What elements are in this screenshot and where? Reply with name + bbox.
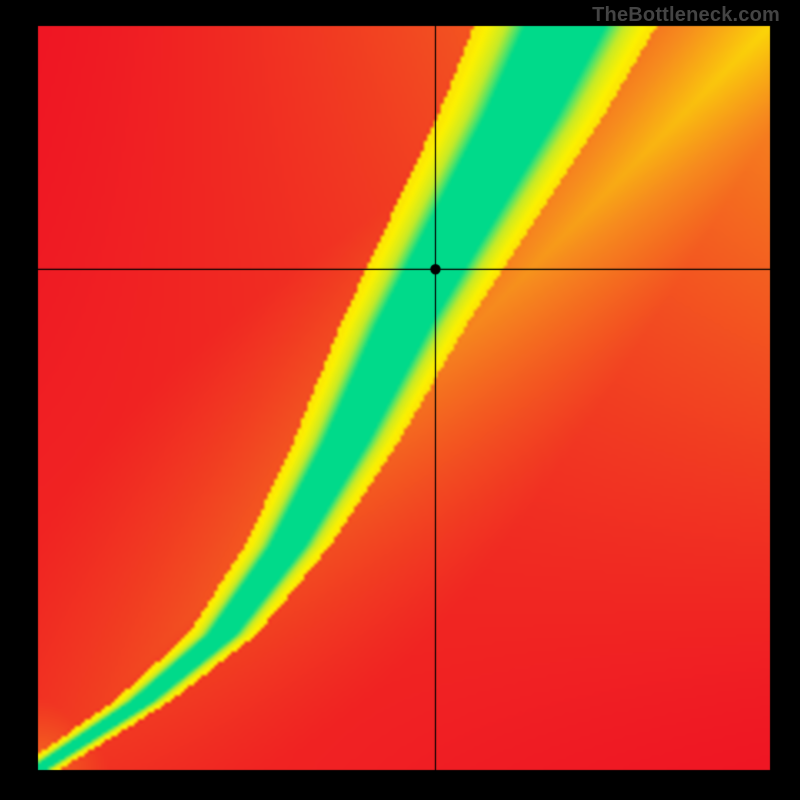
bottleneck-heatmap-canvas bbox=[0, 0, 800, 800]
watermark-text: TheBottleneck.com bbox=[592, 4, 780, 27]
chart-container: TheBottleneck.com bbox=[0, 0, 800, 800]
